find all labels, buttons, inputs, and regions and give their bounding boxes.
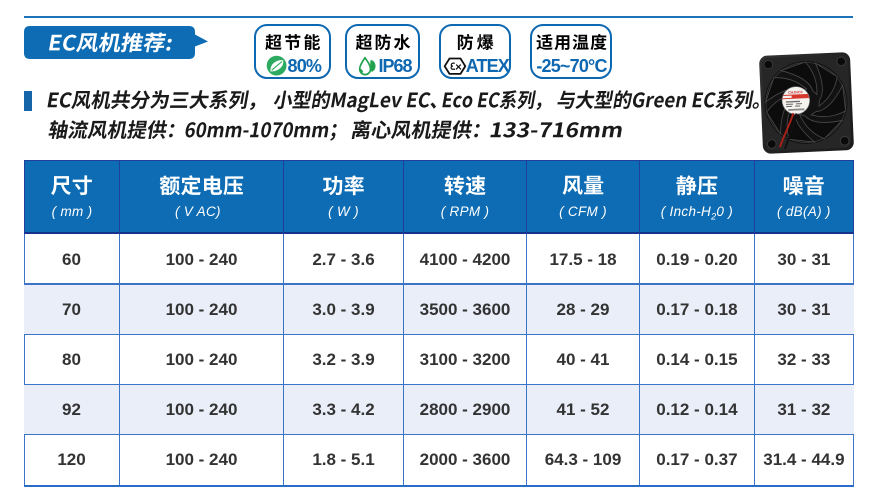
svg-text:CHJNCK: CHJNCK bbox=[788, 90, 804, 95]
